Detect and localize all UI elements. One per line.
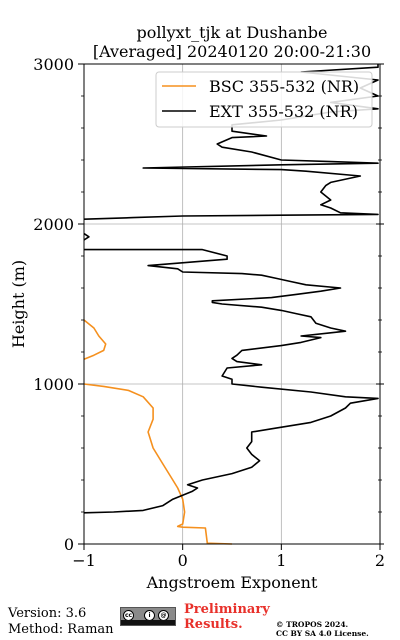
method-text: Method: Raman [8,622,114,637]
plot-frame [83,63,381,545]
preliminary-line-1: Preliminary [184,602,270,617]
chart-title: pollyxt_tjk at Dushanbe [136,23,327,42]
badge-strip [121,620,175,625]
x-axis-label: Angstroem Exponent [146,573,318,592]
x-tick-label: 1 [276,551,286,570]
chart-subtitle: [Averaged] 20240120 20:00-21:30 [93,42,371,61]
y-tick-label: 3000 [33,55,74,74]
x-tick-label: 0 [178,551,188,570]
chart: pollyxt_tjk at Dushanbe [Averaged] 20240… [9,23,385,592]
legend: BSC 355-532 (NR) EXT 355-532 (NR) [155,71,373,128]
y-axis-label: Height (m) [9,260,28,348]
legend-label-ext: EXT 355-532 (NR) [209,102,358,121]
y-tick-label: 1000 [33,375,74,394]
legend-label-bsc: BSC 355-532 (NR) [209,77,359,96]
x-tick-label: 2 [375,551,385,570]
cc-license-badge[interactable]: cc i @ [120,607,176,626]
series-line-ext [83,64,379,514]
plot-lines [83,64,379,545]
version-text: Version: 3.6 [8,606,87,621]
y-tick-label: 0 [64,535,74,554]
x-tick-label: −1 [72,551,96,570]
copyright-notice: © TROPOS 2024. CC BY SA 4.0 License. [276,620,369,638]
copyright-line-2: CC BY SA 4.0 License. [276,629,369,638]
y-tick-label: 2000 [33,215,74,234]
series-line-bsc [83,319,233,545]
legend-box [155,71,373,128]
copyright-line-1: © TROPOS 2024. [276,620,349,629]
preliminary-line-2: Results. [184,617,243,632]
preliminary-results-label: Preliminary Results. [184,602,270,632]
